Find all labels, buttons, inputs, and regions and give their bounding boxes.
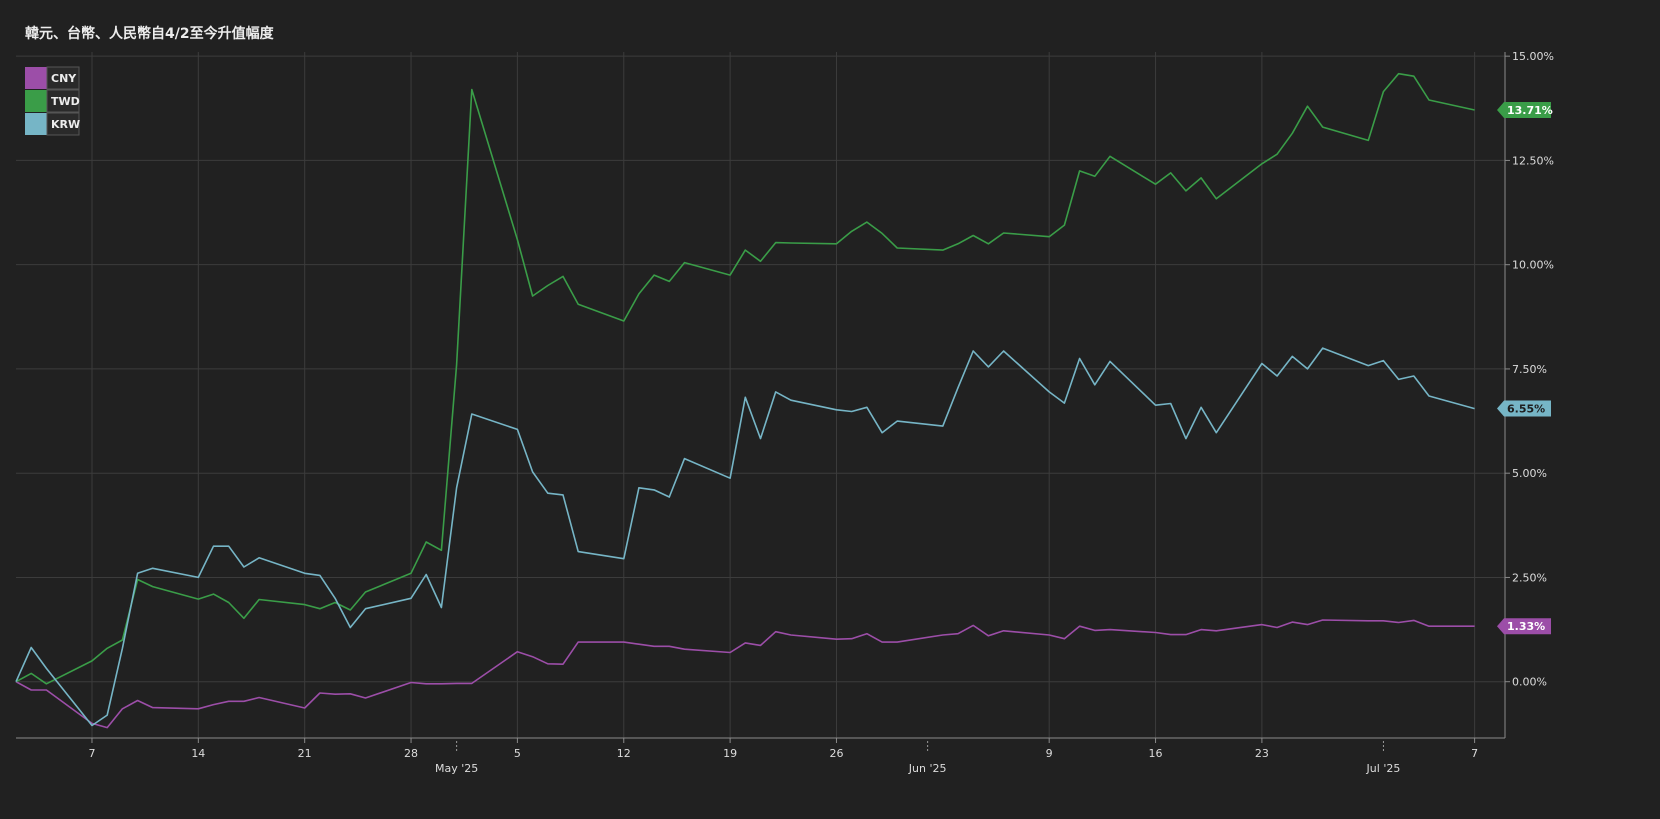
x-tick-label: 16: [1149, 747, 1163, 760]
end-label-text: 13.71%: [1507, 104, 1553, 117]
end-label-text: 6.55%: [1507, 403, 1545, 416]
x-tick-label: 28: [404, 747, 418, 760]
end-label-twd: 13.71%: [1497, 101, 1553, 118]
x-tick-label: 7: [1471, 747, 1478, 760]
y-tick-label: 2.50%: [1512, 571, 1547, 584]
end-label-tag: [1497, 618, 1551, 635]
series-line-twd: [15, 72, 1475, 685]
x-tick-label: 9: [1046, 747, 1053, 760]
chart-title: 韓元、台幣、人民幣自4/2至今升值幅度: [25, 26, 274, 42]
legend-label: TWD: [51, 95, 80, 108]
x-tick-label: 14: [191, 747, 205, 760]
month-tick-label: Jul '25: [1366, 762, 1401, 775]
end-label-tag: [1497, 101, 1551, 118]
legend-swatch: [25, 113, 47, 135]
x-tick-label: 23: [1255, 747, 1269, 760]
grid-layer: [16, 52, 1505, 738]
end-label-layer: 1.33% 13.71% 6.55%: [1497, 101, 1553, 635]
y-tick-label: 0.00%: [1512, 676, 1547, 689]
month-tick-label: May '25: [435, 762, 478, 775]
axis-layer: 15.00% 12.50% 10.00% 7.50% 5.00% 2.50% 0.00% 7 1…: [16, 50, 1554, 775]
x-tick-label: 26: [829, 747, 843, 760]
y-tick-label: 12.50%: [1512, 154, 1554, 167]
end-label-cny: 1.33%: [1497, 618, 1551, 635]
series-layer: [15, 72, 1475, 729]
series-line-cny: [15, 619, 1475, 729]
month-tick-label: Jun '25: [908, 762, 947, 775]
y-tick-label: 10.00%: [1512, 259, 1554, 272]
legend-label: CNY: [51, 72, 77, 85]
legend-item-cny: CNY: [25, 66, 80, 90]
legend-label-box: [46, 66, 80, 90]
y-tick-label: 7.50%: [1512, 363, 1547, 376]
x-tick-label: 12: [617, 747, 631, 760]
x-tick-label: 21: [298, 747, 312, 760]
x-tick-label: 5: [514, 747, 521, 760]
legend-label-box: [46, 112, 80, 136]
end-label-krw: 6.55%: [1497, 400, 1551, 417]
series-line-krw: [15, 347, 1475, 727]
legend-label: KRW: [51, 118, 80, 131]
x-tick-label: 19: [723, 747, 737, 760]
end-label-tag: [1497, 400, 1551, 417]
legend-label-box: [46, 89, 80, 113]
legend-swatch: [25, 90, 47, 112]
y-tick-label: 5.00%: [1512, 467, 1547, 480]
legend-item-twd: TWD: [25, 89, 80, 113]
x-tick-label: 7: [88, 747, 95, 760]
legend-item-krw: KRW: [25, 112, 80, 136]
legend-swatch: [25, 67, 47, 89]
end-label-text: 1.33%: [1507, 620, 1545, 633]
legend: CNY TWD KRW: [25, 66, 80, 136]
y-tick-label: 15.00%: [1512, 50, 1554, 63]
